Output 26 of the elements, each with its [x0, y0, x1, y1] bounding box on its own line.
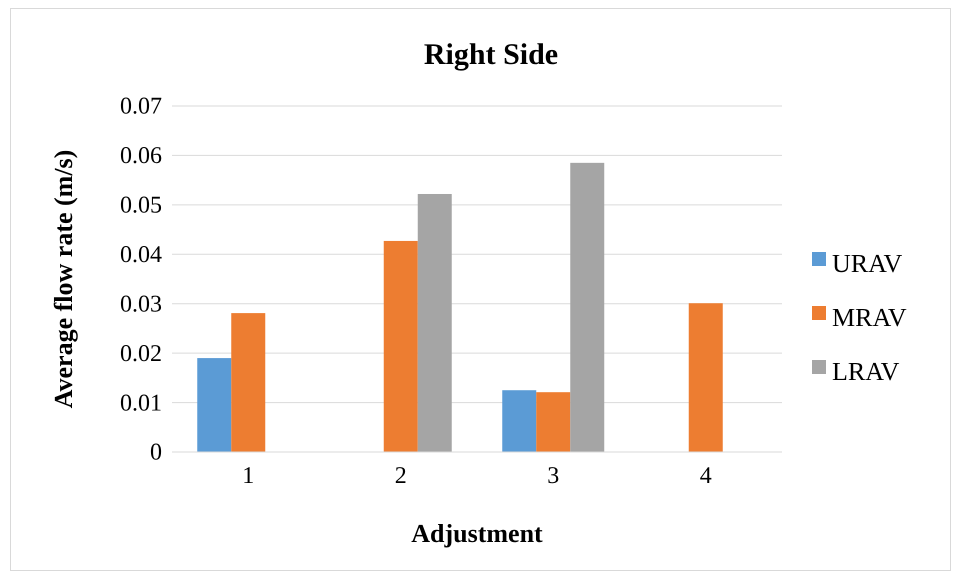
legend-label: URAV [832, 248, 903, 278]
x-axis-title: Adjustment [411, 519, 544, 548]
legend-label: MRAV [832, 302, 907, 332]
legend-label: LRAV [832, 356, 900, 386]
bar [384, 240, 418, 452]
x-tick-label: 1 [242, 463, 254, 490]
y-tick-label: 0.04 [120, 242, 162, 268]
x-tick-label: 4 [700, 463, 712, 490]
bar [570, 162, 604, 452]
bar [231, 313, 266, 452]
y-tick-label: 0.01 [120, 390, 162, 416]
bar [197, 358, 232, 452]
bar [536, 392, 570, 452]
y-tick-label: 0.06 [120, 143, 162, 170]
x-tick-label: 2 [394, 463, 407, 490]
y-axis-title: Average flow rate (m/s) [49, 150, 78, 408]
x-tick-label: 3 [547, 463, 560, 490]
y-tick-label: 0.07 [120, 94, 162, 120]
y-tick-label: 0.05 [120, 192, 162, 219]
chart-title: Right Side [424, 38, 558, 71]
y-tick-label: 0 [150, 440, 162, 466]
y-tick-label: 0.02 [120, 340, 162, 367]
bar [418, 194, 452, 452]
bar [688, 303, 723, 452]
bar [502, 390, 536, 452]
y-tick-label: 0.03 [120, 291, 162, 318]
